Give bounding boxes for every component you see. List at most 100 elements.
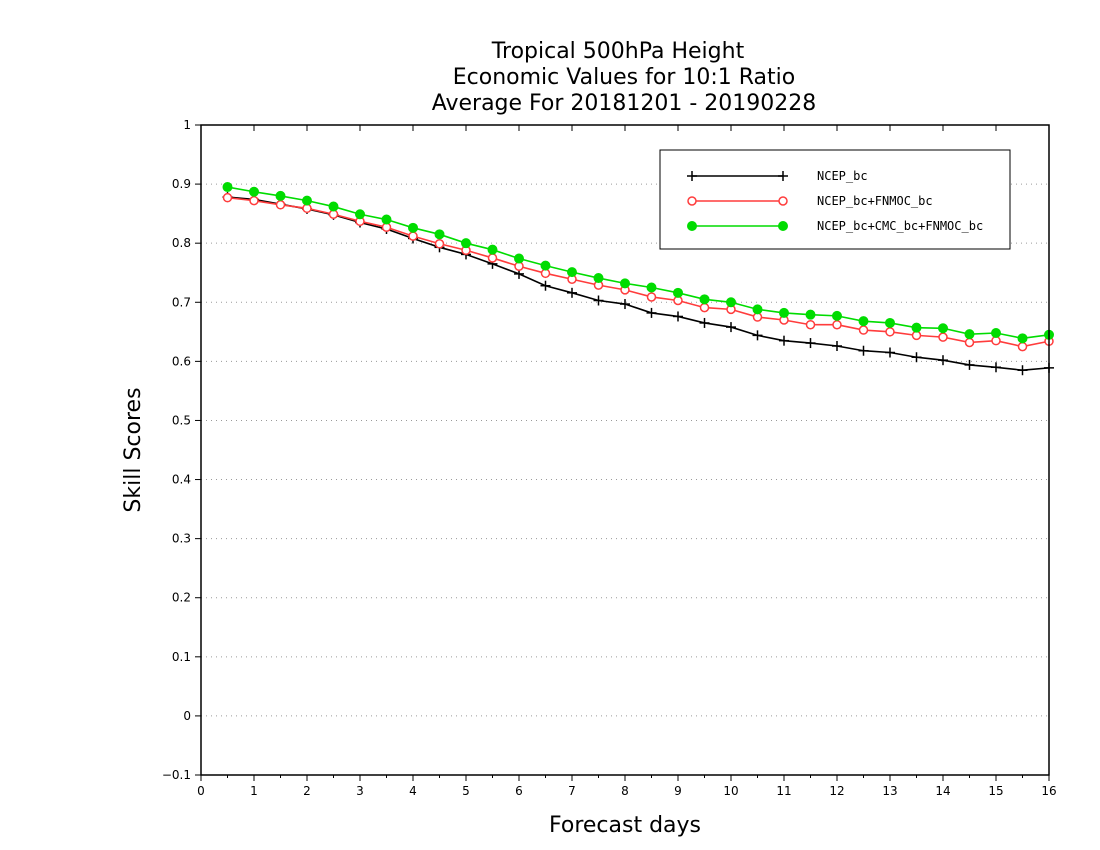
data-point (275, 190, 286, 201)
data-point (222, 182, 233, 193)
data-point (249, 195, 259, 206)
legend-marker (687, 171, 697, 181)
y-tick-label: 0 (183, 709, 191, 723)
legend-label: NCEP_bc+CMC_bc+FNMOC_bc (817, 219, 983, 233)
data-point (302, 195, 312, 206)
y-tick-label: 0.9 (172, 177, 191, 191)
x-tick-label: 3 (356, 784, 364, 798)
data-point (752, 304, 763, 315)
data-point (328, 201, 339, 212)
y-gridlines (201, 183, 1049, 717)
legend-item: NCEP_bc+CMC_bc+FNMOC_bc (687, 219, 983, 233)
series-3 (222, 182, 1054, 344)
data-point (408, 222, 418, 233)
data-point (885, 327, 895, 337)
x-tick-label: 7 (568, 784, 576, 798)
data-point (673, 311, 683, 322)
data-point (964, 337, 975, 348)
legend-marker (687, 221, 697, 231)
y-tick-label: 0.5 (172, 413, 191, 427)
data-point (805, 319, 816, 330)
data-point (408, 231, 418, 241)
x-tick-label: 2 (303, 784, 311, 798)
legend-item: NCEP_bc (687, 169, 868, 183)
series-layer (222, 182, 1054, 376)
y-tick-label: 1 (183, 118, 191, 132)
y-tick-label: 0.6 (172, 354, 191, 368)
x-tick-label: 10 (723, 784, 738, 798)
x-tick-label: 13 (882, 784, 897, 798)
data-point (673, 287, 683, 298)
x-tick-label: 6 (515, 784, 523, 798)
data-point (540, 280, 551, 291)
data-point (567, 287, 577, 298)
data-point (964, 329, 975, 340)
legend-label: NCEP_bc+FNMOC_bc (817, 194, 933, 208)
x-tick-label: 8 (621, 784, 629, 798)
x-tick-label: 12 (829, 784, 844, 798)
data-point (832, 341, 842, 351)
data-point (1017, 341, 1028, 352)
data-point (487, 253, 498, 263)
x-tick-label: 1 (250, 784, 258, 798)
data-point (461, 238, 471, 249)
data-point (540, 260, 551, 271)
x-tick-label: 5 (462, 784, 470, 798)
x-axis-label: Forecast days (549, 813, 701, 838)
data-point (858, 345, 869, 356)
data-point (805, 309, 816, 320)
x-tick-label: 14 (935, 784, 950, 798)
data-point (726, 297, 736, 308)
data-point (964, 359, 975, 370)
y-tick-label: 0.4 (172, 473, 191, 487)
y-tick-label: 0.8 (172, 236, 191, 250)
data-point (434, 229, 445, 240)
x-tick-label: 11 (776, 784, 791, 798)
legend-item: NCEP_bc+FNMOC_bc (687, 194, 933, 208)
data-point (249, 186, 259, 197)
x-tick-label: 15 (988, 784, 1003, 798)
data-point (858, 325, 869, 335)
data-point (885, 317, 895, 328)
data-point (646, 292, 657, 302)
y-tick-label: 0.7 (172, 295, 191, 309)
data-point (699, 302, 710, 313)
data-point (885, 347, 895, 358)
data-point (779, 307, 789, 318)
data-point (593, 295, 604, 306)
series-1 (222, 192, 1054, 376)
data-point (222, 192, 233, 203)
legend-marker (778, 196, 788, 206)
data-point (832, 310, 842, 321)
data-point (779, 335, 789, 346)
x-tick-label: 9 (674, 784, 682, 798)
data-point (991, 362, 1001, 373)
legend-label: NCEP_bc (817, 169, 868, 183)
data-point (620, 299, 630, 310)
legend: NCEP_bc NCEP_bc+FNMOC_bc NCEP_bc+CMC_bc+FN… (659, 149, 1011, 250)
data-point (1017, 365, 1028, 376)
legend-box (659, 149, 1011, 250)
data-point (805, 338, 816, 349)
chart-title: Tropical 500hPa Height Economic Values f… (432, 39, 817, 116)
data-point (938, 355, 948, 366)
title-line-1: Tropical 500hPa Height (491, 39, 745, 64)
title-line-3: Average For 20181201 - 20190228 (432, 91, 817, 116)
x-tick-label: 4 (409, 784, 417, 798)
data-point (593, 273, 604, 284)
series-line (227, 196, 1050, 372)
data-point (434, 239, 445, 249)
x-tick-label: 0 (197, 784, 205, 798)
data-point (726, 322, 736, 333)
x-tick-label: 16 (1041, 784, 1056, 798)
data-point (646, 307, 657, 318)
data-point (911, 352, 922, 363)
data-point (938, 323, 948, 334)
data-point (1017, 333, 1028, 344)
data-point (646, 282, 657, 293)
data-point (911, 322, 922, 333)
axis-ticks: −0.100.10.20.30.40.50.60.70.80.910 1 2 3 4 5 6… (162, 118, 1057, 798)
data-point (567, 267, 577, 278)
title-line-2: Economic Values for 10:1 Ratio (453, 65, 795, 90)
data-point (514, 253, 524, 264)
